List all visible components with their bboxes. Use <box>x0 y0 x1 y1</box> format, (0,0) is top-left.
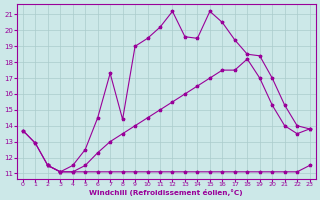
X-axis label: Windchill (Refroidissement éolien,°C): Windchill (Refroidissement éolien,°C) <box>89 189 243 196</box>
